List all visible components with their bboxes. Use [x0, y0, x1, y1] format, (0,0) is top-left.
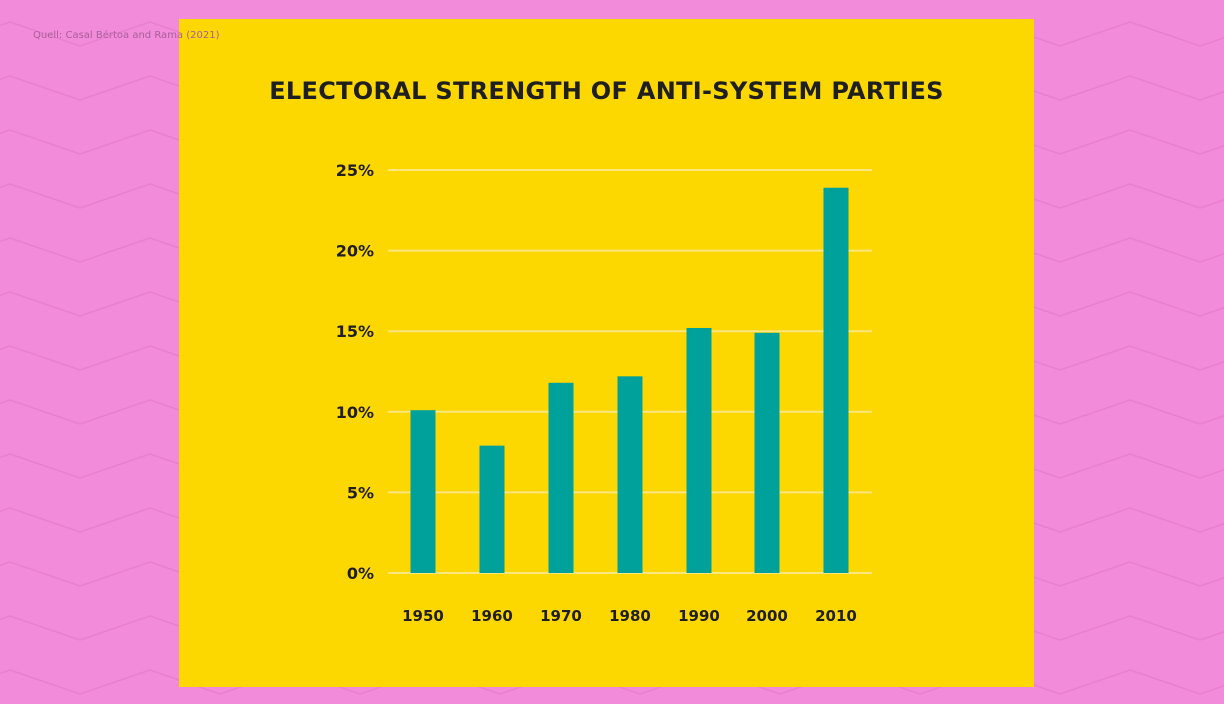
x-tick-label: 1950: [402, 607, 444, 625]
chart-title: ELECTORAL STRENGTH OF ANTI-SYSTEM PARTIE…: [269, 77, 944, 105]
y-tick-label: 10%: [336, 403, 374, 422]
y-tick-label: 15%: [336, 322, 374, 341]
bar-1980: [617, 376, 643, 573]
x-tick-label: 1980: [609, 607, 651, 625]
y-tick-label: 5%: [347, 483, 374, 502]
bar-1970: [548, 382, 574, 573]
y-tick-label: 20%: [336, 242, 374, 261]
bar-2000: [754, 332, 780, 573]
y-tick-label: 0%: [347, 564, 374, 583]
x-tick-label: 1970: [540, 607, 582, 625]
source-caption: Quell: Casal Bértoa and Rama (2021): [33, 30, 220, 41]
bar-1960: [479, 445, 505, 573]
bar-1950: [410, 410, 436, 573]
bar-1990: [686, 327, 712, 573]
x-tick-label: 2000: [746, 607, 788, 625]
chart-panel: ELECTORAL STRENGTH OF ANTI-SYSTEM PARTIE…: [179, 19, 1034, 687]
x-tick-label: 1960: [471, 607, 513, 625]
x-tick-label: 1990: [678, 607, 720, 625]
x-tick-label: 2010: [815, 607, 857, 625]
bar-chart: 0% 5% 10% 15% 20% 25% 1950 1960 1970 1980 1990 2000…: [336, 161, 872, 625]
bar-2010: [823, 187, 849, 573]
y-tick-label: 25%: [336, 161, 374, 180]
